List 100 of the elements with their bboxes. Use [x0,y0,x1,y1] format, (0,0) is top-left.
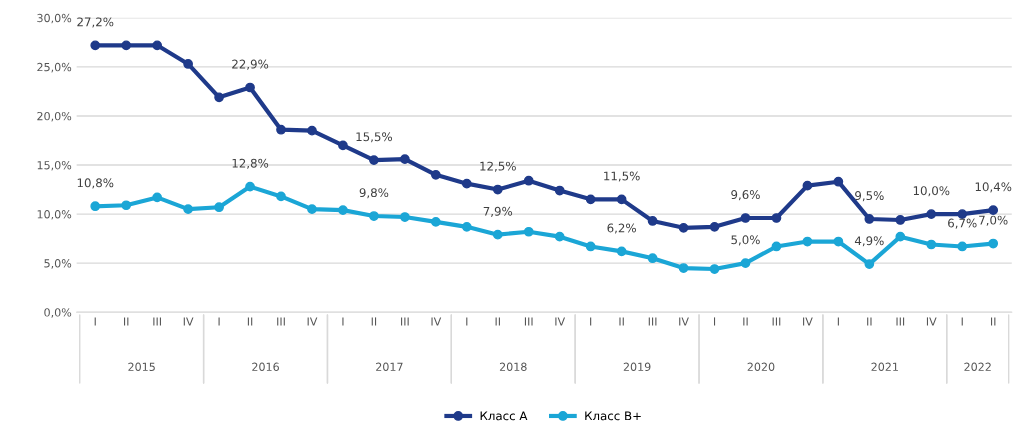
x-tick-label: IV [555,317,566,326]
data-label: 4,9% [854,236,884,247]
x-tick-label: IV [307,317,318,326]
x-tick-label: I [218,317,220,326]
data-label: 9,5% [855,191,884,202]
x-tick-label: III [524,317,533,326]
point [771,213,782,223]
data-label: 9,6% [731,190,760,201]
point [152,40,163,51]
text: 2022 [964,362,991,371]
point [554,231,565,242]
x-tick-label: IV [926,317,937,326]
point [895,231,906,242]
y-tick-label: 5,0% [44,259,72,269]
point [214,92,224,103]
y-tick-label: 0,0% [44,308,72,318]
text: 2019 [623,362,651,371]
point [276,191,286,202]
text: 2017 [376,362,403,371]
y-tick-label: 30,0% [37,13,72,24]
point [709,264,720,274]
point [152,192,163,203]
x-tick-label: III [896,317,905,326]
point [771,241,782,252]
data-label: 6,7% [948,218,977,229]
point [678,263,689,273]
point [554,185,565,196]
point [307,204,317,215]
point [338,205,348,216]
x-tick-label: III [153,317,161,326]
point [926,239,937,250]
x-tick-label: II [247,317,253,326]
text: 2016 [252,362,279,371]
data-label: 12,5% [480,161,516,172]
point [307,125,317,136]
point [461,221,472,232]
data-label: 6,2% [607,223,636,234]
x-tick-label: III [648,317,657,326]
point [430,217,441,227]
point [338,140,348,151]
data-label: 7,9% [483,206,513,217]
x-tick-label: II [867,317,872,326]
point [709,221,720,232]
y-tick-label: 20,0% [37,111,72,122]
x-tick-label: IV [183,317,194,326]
text: 2020 [747,362,775,371]
data-label: 5,0% [731,235,760,246]
point [926,209,937,219]
x-tick-label: II [619,317,624,326]
x-tick-label: II [991,317,996,326]
point [616,246,627,257]
point [369,211,379,221]
data-label: 10,8% [77,178,114,189]
x-tick-label: III [772,317,781,326]
y-tick-label: 15,0% [37,160,72,171]
point [121,40,132,51]
data-label: 7,0% [979,215,1008,226]
data-label: 10,0% [913,186,950,197]
point [400,154,410,164]
x-tick-label: I [837,317,839,326]
point [245,181,255,192]
point [957,241,968,252]
point [647,216,658,226]
data-label: 10,4% [975,182,1012,193]
point [523,226,534,237]
point [369,155,379,165]
point [461,178,472,189]
x-tick-label: III [401,317,409,326]
x-tick-label: I [466,317,468,326]
point [802,180,813,191]
y-tick-label: 25,0% [37,62,72,73]
point [121,200,132,211]
x-tick-label: I [713,317,716,326]
x-tick-label: IV [679,317,689,326]
point [183,204,193,215]
x-tick-label: IV [803,317,813,326]
x-tick-label: I [590,317,592,326]
point [214,202,224,213]
data-label: 9,8% [359,188,389,199]
point [430,169,441,180]
x-tick-label: IV [431,317,442,326]
x-tick-label: I [94,317,96,326]
point [400,212,410,222]
text: 2018 [499,362,527,371]
point [678,222,689,233]
y-tick-label: 10,0% [37,210,72,220]
point [864,259,875,269]
point [90,201,101,212]
point [183,59,193,69]
point [492,184,503,195]
legend-label: Класс В+ [585,411,641,421]
point [740,258,751,269]
point [90,40,101,51]
point [647,253,658,264]
point [616,194,627,205]
point [833,176,844,187]
data-label: 12,8% [232,158,269,169]
point [957,209,968,219]
point [523,175,534,186]
data-label: 11,5% [604,171,640,182]
